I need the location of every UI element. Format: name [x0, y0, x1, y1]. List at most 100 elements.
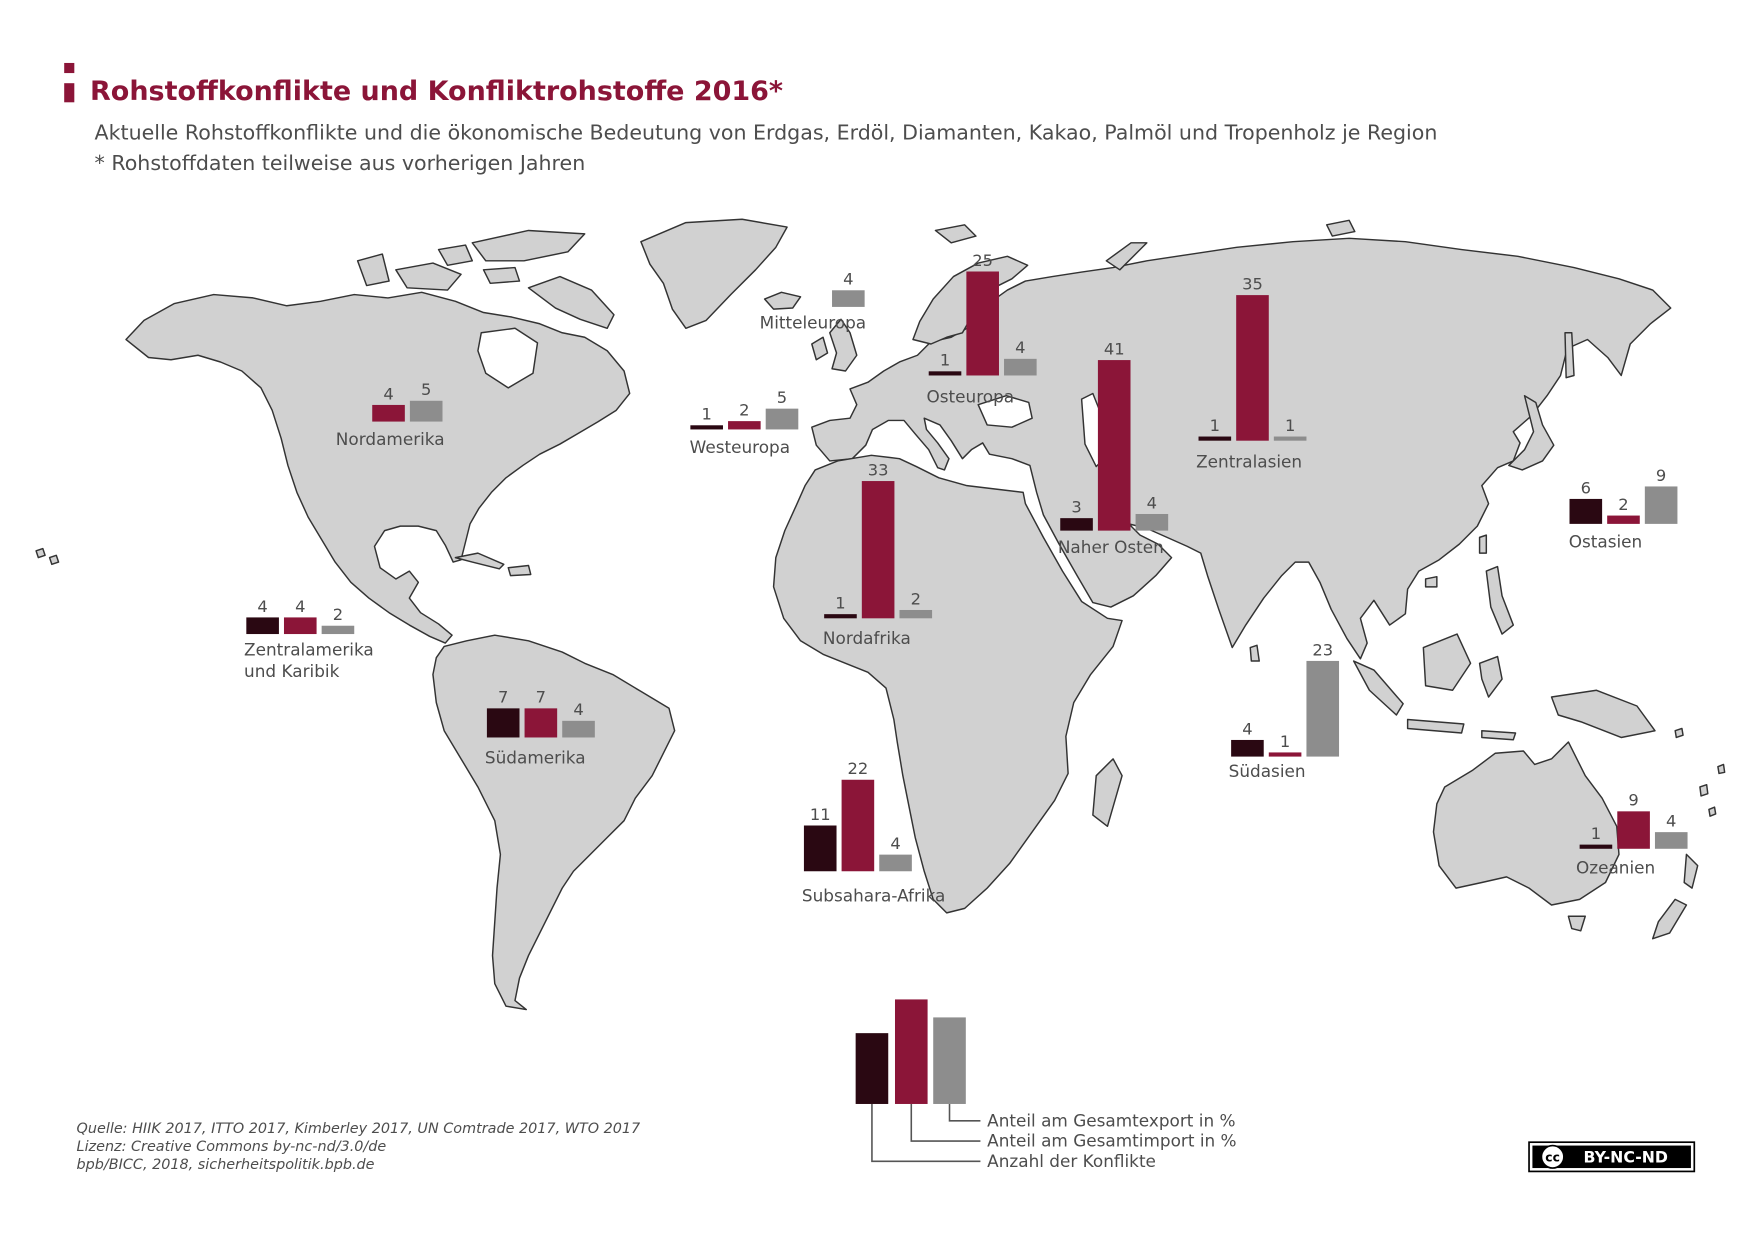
- value-label-conflicts: 4: [1242, 719, 1252, 738]
- value-label-export: 5: [777, 388, 787, 407]
- legend-bar-conflicts: [855, 1033, 889, 1104]
- value-label-import: 7: [536, 688, 546, 707]
- value-label-import: 9: [1628, 791, 1638, 810]
- bar-import: [966, 271, 999, 376]
- region-chart: 11 22 4 Subsahara-Afrika: [802, 759, 945, 905]
- new-zealand: [1651, 853, 1699, 940]
- value-label-conflicts: 7: [498, 688, 508, 707]
- region-chart: 4 Mitteleuropa: [760, 270, 866, 333]
- bar-import: [861, 481, 895, 619]
- license-line: Lizenz: Creative Commons by-nc-nd/3.0/de: [77, 1139, 387, 1155]
- pacific-islands: [1674, 727, 1726, 817]
- black-sea: [977, 394, 1033, 428]
- bar-export: [1273, 436, 1307, 441]
- hudson-bay: [477, 327, 539, 389]
- legend-bar-export: [933, 1017, 966, 1104]
- legend: Anteil am Gesamtexport in % Anteil am Ge…: [855, 999, 1237, 1171]
- value-label-export: 4: [1015, 338, 1025, 357]
- continent-north-america: [125, 291, 631, 644]
- region-label: Zentralamerika: [244, 639, 374, 659]
- value-label-export: 2: [333, 605, 343, 624]
- region-label: Mitteleuropa: [760, 312, 866, 332]
- iceland: [763, 291, 802, 310]
- region-chart: 6 2 9 Ostasien: [1569, 466, 1678, 551]
- bar-import: [1236, 295, 1269, 441]
- legend-leader-export: [948, 1103, 981, 1122]
- canadian-arctic-islands: [356, 229, 615, 329]
- region-chart: 1 33 2 Nordafrika: [823, 460, 933, 648]
- license-badge: cc BY-NC-ND: [1528, 1141, 1696, 1173]
- value-label-conflicts: 4: [257, 597, 267, 616]
- region-label: und Karibik: [244, 661, 340, 681]
- title-marker-bottom: [64, 83, 75, 103]
- bar-import: [728, 421, 761, 430]
- value-label-import: 25: [972, 251, 993, 270]
- value-label-import: 4: [383, 384, 393, 403]
- bar-import: [524, 708, 558, 738]
- greenland: [640, 218, 788, 329]
- page-title: Rohstoffkonflikte und Konfliktrohstoffe …: [90, 76, 783, 107]
- region-chart: 4 1 23 Südasien: [1229, 640, 1340, 781]
- bar-export: [321, 625, 355, 635]
- region-label: Ozeanien: [1576, 858, 1655, 878]
- subtitle: Aktuelle Rohstoffkonflikte und die ökono…: [95, 120, 1438, 144]
- region-chart: 1 25 4 Osteuropa: [926, 251, 1037, 406]
- bar-import: [1097, 360, 1131, 531]
- hawaii-islands: [35, 547, 60, 566]
- value-label-export: 5: [421, 380, 431, 399]
- publisher-line: bpb/BICC, 2018, sicherheitspolitik.bpb.d…: [77, 1157, 375, 1173]
- value-label-conflicts: 1: [835, 594, 845, 613]
- value-label-import: 41: [1104, 339, 1125, 358]
- region-label: Ostasien: [1569, 531, 1643, 551]
- bar-conflicts: [690, 425, 723, 430]
- cc-icon: [1540, 1144, 1565, 1169]
- value-label-import: 33: [868, 460, 889, 479]
- bar-import: [372, 404, 405, 422]
- value-label-import: 4: [295, 597, 305, 616]
- badge-label: BY-NC-ND: [1583, 1147, 1668, 1166]
- value-label-import: 2: [1618, 495, 1628, 514]
- region-chart: 1 35 1 Zentralasien: [1196, 274, 1307, 472]
- value-label-export: 4: [1147, 493, 1157, 512]
- continent-africa: [772, 454, 1123, 914]
- value-label-conflicts: 11: [810, 805, 831, 824]
- bar-import: [1607, 515, 1640, 524]
- value-label-export: 4: [843, 270, 853, 289]
- value-label-conflicts: 6: [1581, 478, 1591, 497]
- legend-label-import: Anteil am Gesamtimport in %: [987, 1131, 1236, 1151]
- bar-export: [1644, 486, 1678, 524]
- continent-eurasia: [811, 237, 1672, 660]
- region-label: Südamerika: [485, 747, 586, 767]
- legend-label-conflicts: Anzahl der Konflikte: [987, 1151, 1156, 1171]
- japan: [1508, 332, 1575, 471]
- bar-export: [1004, 358, 1037, 376]
- value-label-conflicts: 1: [1210, 416, 1220, 435]
- continent-south-america: [432, 634, 676, 1011]
- region-chart: 7 7 4 Südamerika: [485, 688, 595, 767]
- bar-export: [1654, 832, 1688, 849]
- region-chart: 1 9 4 Ozeanien: [1576, 791, 1688, 878]
- arctic-islands-eurasia: [934, 219, 1356, 271]
- value-label-export: 4: [1666, 812, 1676, 831]
- bar-import: [283, 617, 317, 635]
- region-label: Nordafrika: [823, 628, 911, 648]
- value-label-export: 1: [1285, 416, 1295, 435]
- bar-import: [1617, 811, 1650, 849]
- value-label-export: 9: [1656, 466, 1666, 485]
- value-label-conflicts: 1: [701, 405, 711, 424]
- legend-leader-conflicts: [871, 1103, 981, 1163]
- region-label: Zentralasien: [1196, 452, 1302, 472]
- bar-conflicts: [1198, 436, 1232, 441]
- bar-export: [1306, 660, 1340, 757]
- region-chart: 4 5 Nordamerika: [336, 380, 445, 449]
- value-label-import: 35: [1242, 274, 1263, 293]
- madagascar: [1092, 758, 1123, 828]
- region-label: Südasien: [1229, 761, 1306, 781]
- region-label: Osteuropa: [926, 386, 1014, 406]
- bar-import: [1268, 752, 1302, 757]
- title-marker-top: [64, 62, 75, 74]
- bar-export: [409, 400, 443, 422]
- value-label-export: 2: [911, 589, 921, 608]
